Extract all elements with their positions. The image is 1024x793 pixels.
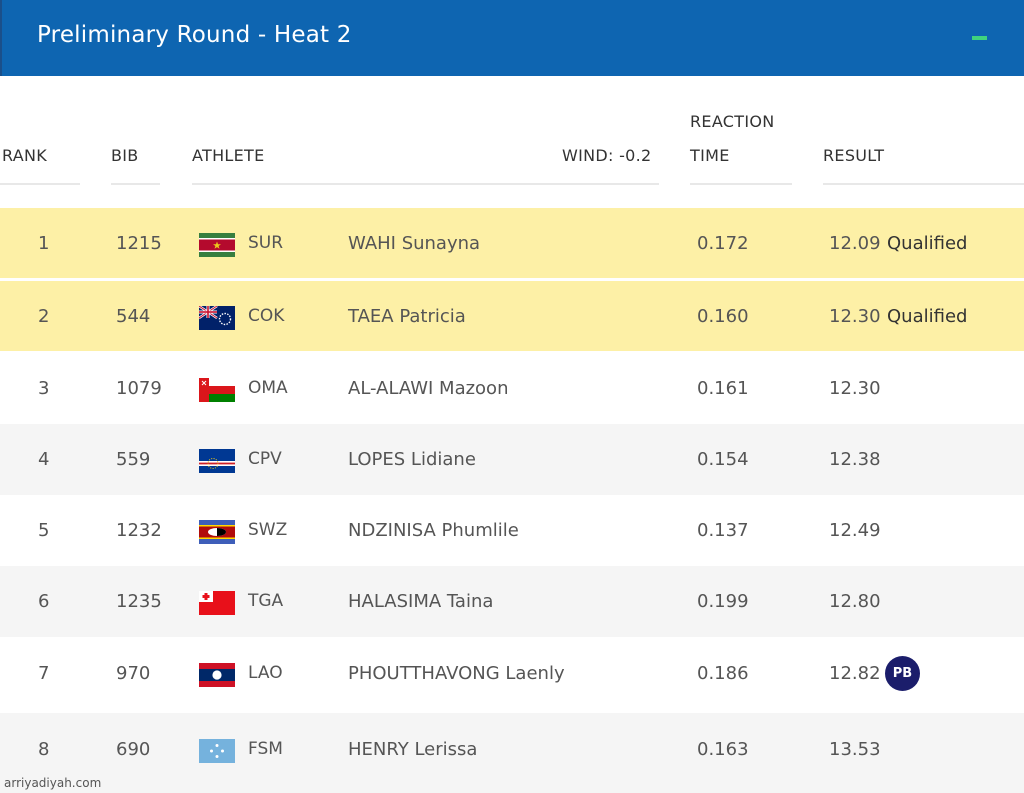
table-row[interactable]: 4 559 CPV LOPES Lidiane 0.154 12.38 [0,424,1024,495]
header-divider [111,183,160,185]
result-cell: 12.30 [829,306,881,327]
bib-cell: 1215 [116,233,162,254]
country-code: SWZ [248,520,288,540]
bib-cell: 1079 [116,378,162,399]
result-cell: 13.53 [829,739,881,760]
header-divider [823,183,1024,185]
reaction-time-cell: 0.137 [697,520,749,541]
laos-flag-icon [199,663,235,687]
column-header-wind: WIND: -0.2 [562,146,652,165]
personal-best-badge: PB [885,656,920,691]
rank-cell: 2 [38,306,50,327]
bib-cell: 1232 [116,520,162,541]
country-code: OMA [248,378,288,398]
micronesia-flag-icon [199,739,235,763]
column-header-rank: RANK [2,146,48,165]
header-divider [192,183,659,185]
table-row[interactable]: 2 544 COK TAEA Patricia 0.160 12.30 Qual… [0,281,1024,351]
result-cell: 12.80 [829,591,881,612]
watermark: arriyadiyah.com [4,776,102,790]
athlete-name[interactable]: NDZINISA Phumlile [348,520,519,541]
table-row[interactable]: 5 1232 SWZ NDZINISA Phumlile 0.137 12.49 [0,495,1024,566]
country-code: CPV [248,449,282,469]
suriname-flag-icon [199,233,235,257]
athlete-name[interactable]: HENRY Lerissa [348,739,478,760]
rank-cell: 5 [38,520,50,541]
result-cell: 12.49 [829,520,881,541]
table-row[interactable]: 7 970 LAO PHOUTTHAVONG Laenly 0.186 12.8… [0,637,1024,713]
result-cell: 12.30 [829,378,881,399]
athlete-name[interactable]: AL-ALAWI Mazoon [348,378,509,399]
country-code: COK [248,306,285,326]
bib-cell: 970 [116,663,151,684]
bib-cell: 544 [116,306,151,327]
table-row[interactable]: 3 1079 OMA AL-ALAWI Mazoon 0.161 12.30 [0,353,1024,424]
status-badge: Qualified [887,233,968,254]
rank-cell: 7 [38,663,50,684]
status-badge: Qualified [887,306,968,327]
table-row[interactable]: 8 690 FSM HENRY Lerissa 0.163 13.53 [0,713,1024,793]
tonga-flag-icon [199,591,235,615]
cape-verde-flag-icon [199,449,235,473]
rank-cell: 6 [38,591,50,612]
table-row[interactable]: 1 1215 SUR WAHI Sunayna 0.172 12.09 Qual… [0,208,1024,278]
column-header-reaction-time: TIME [690,146,730,165]
athlete-name[interactable]: HALASIMA Taina [348,591,494,612]
reaction-time-cell: 0.186 [697,663,749,684]
country-code: LAO [248,663,283,683]
athlete-name[interactable]: PHOUTTHAVONG Laenly [348,663,565,684]
column-header-bib: BIB [111,146,139,165]
header-divider [0,183,80,185]
section-title: Preliminary Round - Heat 2 [37,22,352,48]
result-cell: 12.09 [829,233,881,254]
oman-flag-icon [199,378,235,402]
bib-cell: 559 [116,449,151,470]
country-code: FSM [248,739,283,759]
column-header-athlete: ATHLETE [192,146,265,165]
collapse-button[interactable] [964,28,994,48]
athlete-name[interactable]: LOPES Lidiane [348,449,476,470]
header-divider [690,183,792,185]
reaction-time-cell: 0.163 [697,739,749,760]
column-header-result: RESULT [823,146,885,165]
rank-cell: 8 [38,739,50,760]
rank-cell: 1 [38,233,50,254]
country-code: TGA [248,591,284,611]
reaction-time-cell: 0.199 [697,591,749,612]
bib-cell: 690 [116,739,151,760]
result-cell: 12.82 [829,663,881,684]
cook-islands-flag-icon [199,306,235,330]
reaction-time-cell: 0.160 [697,306,749,327]
result-cell: 12.38 [829,449,881,470]
minus-icon [972,36,987,40]
section-header: Preliminary Round - Heat 2 [0,0,1024,76]
athlete-name[interactable]: TAEA Patricia [348,306,466,327]
reaction-time-cell: 0.172 [697,233,749,254]
reaction-time-cell: 0.161 [697,378,749,399]
rank-cell: 4 [38,449,50,470]
athlete-name[interactable]: WAHI Sunayna [348,233,481,254]
bib-cell: 1235 [116,591,162,612]
rank-cell: 3 [38,378,50,399]
eswatini-flag-icon [199,520,235,544]
reaction-time-cell: 0.154 [697,449,749,470]
column-header-reaction: REACTION [690,112,775,131]
country-code: SUR [248,233,284,253]
table-row[interactable]: 6 1235 TGA HALASIMA Taina 0.199 12.80 [0,566,1024,637]
